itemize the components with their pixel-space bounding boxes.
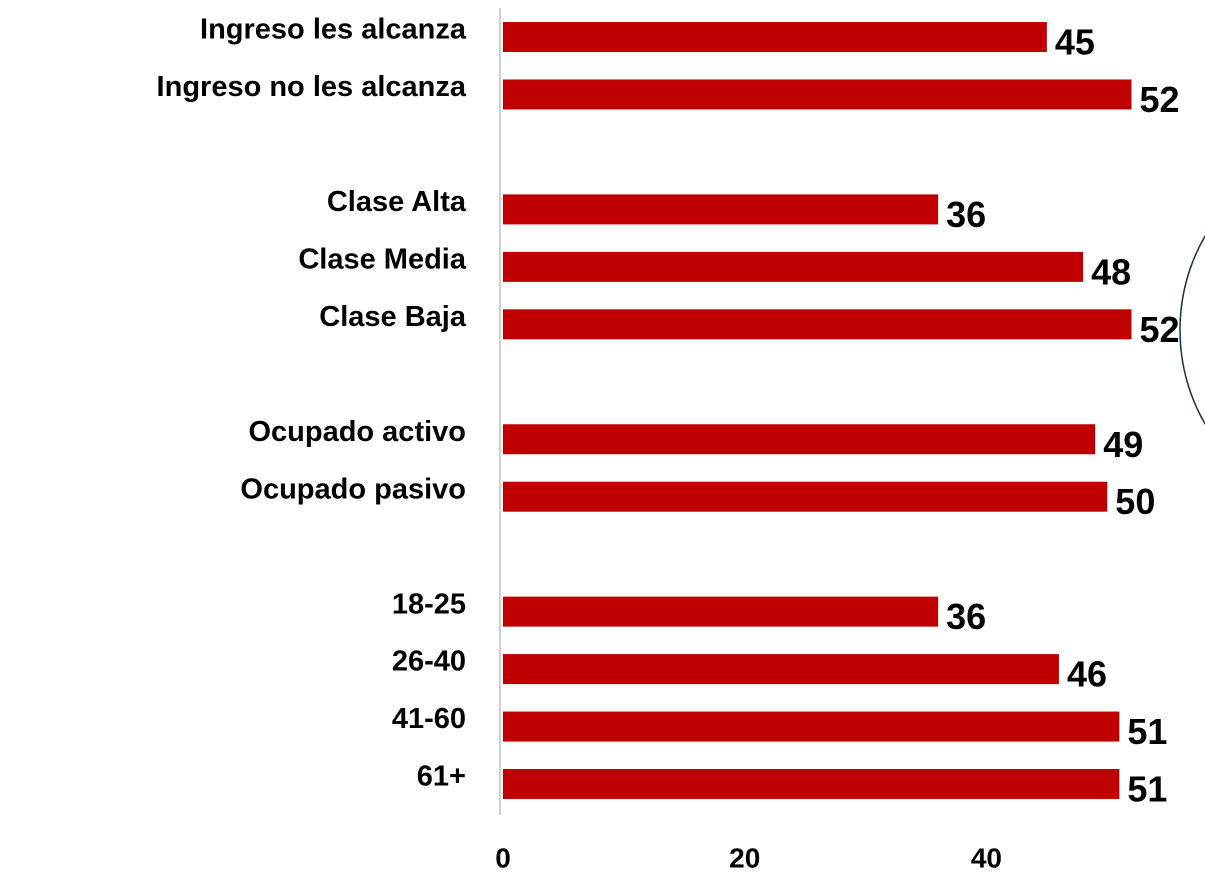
value-label: 50 xyxy=(1115,481,1155,522)
y-tick-label: Clase Media xyxy=(298,244,466,276)
bar xyxy=(503,251,1084,282)
y-tick-label: 18-25 xyxy=(392,588,466,620)
y-tick-label: Ocupado activo xyxy=(248,416,466,448)
value-label: 52 xyxy=(1139,79,1179,120)
y-tick-label: 41-60 xyxy=(392,703,466,735)
value-label: 51 xyxy=(1127,711,1167,752)
bar xyxy=(503,654,1059,685)
bar xyxy=(503,424,1096,455)
x-tick-label: 20 xyxy=(729,842,760,873)
value-label: 36 xyxy=(946,194,986,235)
y-tick-label: Clase Baja xyxy=(319,301,467,333)
decorative-ellipse xyxy=(1179,234,1205,426)
y-tick-label: Clase Alta xyxy=(327,186,467,218)
value-label: 48 xyxy=(1091,251,1131,292)
value-label: 52 xyxy=(1139,309,1179,350)
bar xyxy=(503,194,939,225)
value-label: 51 xyxy=(1127,769,1167,810)
value-label: 49 xyxy=(1103,424,1143,465)
bar xyxy=(503,79,1132,110)
x-tick-label: 0 xyxy=(495,842,511,873)
bar xyxy=(503,481,1108,512)
y-tick-label: Ingreso les alcanza xyxy=(200,14,467,46)
bar xyxy=(503,769,1120,800)
value-label: 46 xyxy=(1067,654,1107,695)
y-tick-label: 61+ xyxy=(417,761,466,793)
value-label: 36 xyxy=(946,596,986,637)
bar xyxy=(503,309,1132,340)
y-tick-label: Ingreso no les alcanza xyxy=(157,71,467,103)
bar xyxy=(503,711,1120,742)
bar xyxy=(503,596,939,627)
y-tick-label: 26-40 xyxy=(392,646,466,678)
y-tick-label: Ocupado pasivo xyxy=(240,473,466,505)
x-tick-label: 40 xyxy=(971,842,1002,873)
bar xyxy=(503,22,1047,53)
value-label: 45 xyxy=(1055,22,1095,63)
